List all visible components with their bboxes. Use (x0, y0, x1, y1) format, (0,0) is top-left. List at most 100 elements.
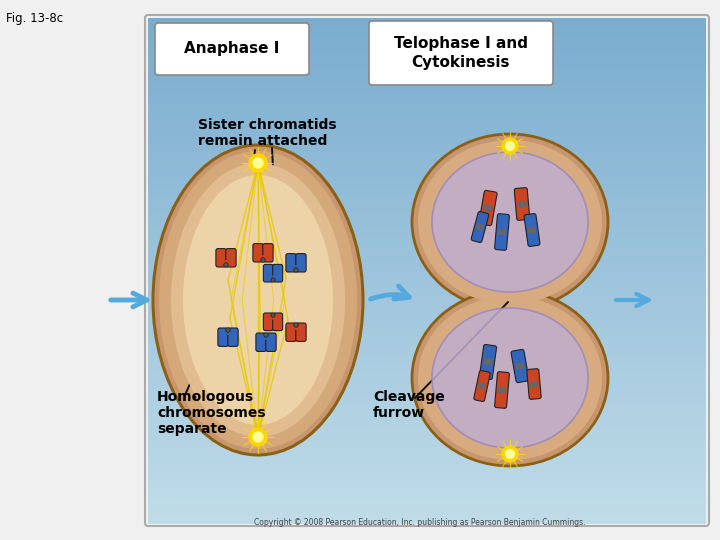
Circle shape (261, 258, 265, 262)
FancyBboxPatch shape (155, 23, 309, 75)
Bar (498, 228, 506, 235)
Bar (148, 321, 706, 330)
Bar (148, 372, 706, 381)
Ellipse shape (418, 140, 602, 304)
Circle shape (502, 446, 518, 462)
Bar (148, 355, 706, 364)
Circle shape (253, 158, 263, 168)
Bar (148, 212, 706, 221)
FancyBboxPatch shape (514, 188, 530, 220)
Bar (148, 228, 706, 238)
Text: Anaphase I: Anaphase I (184, 42, 279, 57)
FancyBboxPatch shape (218, 328, 228, 346)
Circle shape (505, 450, 514, 458)
FancyBboxPatch shape (479, 191, 497, 226)
Circle shape (253, 432, 263, 442)
Bar (148, 203, 706, 213)
Bar (148, 506, 706, 516)
Bar (478, 382, 486, 390)
Bar (148, 363, 706, 373)
Ellipse shape (412, 134, 608, 310)
FancyBboxPatch shape (226, 248, 236, 267)
Bar (148, 153, 706, 162)
Bar (148, 287, 706, 297)
Bar (148, 60, 706, 70)
Bar (148, 262, 706, 272)
Bar (148, 119, 706, 129)
Circle shape (226, 328, 230, 332)
FancyBboxPatch shape (273, 265, 283, 282)
Bar (148, 296, 706, 305)
Circle shape (271, 313, 275, 317)
Bar (148, 85, 706, 94)
Bar (148, 35, 706, 44)
Text: Cleavage
furrow: Cleavage furrow (373, 390, 445, 420)
FancyBboxPatch shape (296, 323, 306, 341)
FancyBboxPatch shape (524, 213, 540, 246)
Ellipse shape (432, 308, 588, 448)
Bar (483, 359, 493, 366)
FancyBboxPatch shape (264, 265, 274, 282)
Bar (483, 204, 493, 212)
FancyBboxPatch shape (264, 313, 274, 330)
Bar (148, 456, 706, 465)
Ellipse shape (153, 145, 363, 455)
Bar (528, 226, 536, 233)
Ellipse shape (418, 296, 602, 460)
FancyBboxPatch shape (480, 345, 497, 380)
FancyBboxPatch shape (511, 349, 529, 383)
Circle shape (271, 278, 275, 282)
FancyBboxPatch shape (296, 254, 306, 272)
Text: Sister chromatids
remain attached: Sister chromatids remain attached (198, 118, 337, 148)
Bar (148, 397, 706, 406)
Bar (515, 362, 525, 370)
FancyBboxPatch shape (286, 254, 296, 272)
Bar (148, 447, 706, 457)
Bar (530, 381, 539, 387)
Bar (148, 186, 706, 195)
Circle shape (249, 154, 267, 172)
Bar (148, 254, 706, 263)
FancyBboxPatch shape (495, 372, 509, 408)
FancyBboxPatch shape (273, 313, 283, 330)
Text: Fig. 13-8c: Fig. 13-8c (6, 12, 63, 25)
Bar (148, 43, 706, 53)
Bar (148, 178, 706, 187)
Text: Telophase I and
Cytokinesis: Telophase I and Cytokinesis (394, 36, 528, 70)
Text: Copyright © 2008 Pearson Education, Inc. publishing as Pearson Benjamin Cummings: Copyright © 2008 Pearson Education, Inc.… (254, 518, 586, 527)
Bar (148, 94, 706, 103)
Bar (148, 481, 706, 490)
Bar (148, 472, 706, 482)
FancyBboxPatch shape (216, 248, 226, 267)
Bar (148, 52, 706, 61)
FancyBboxPatch shape (253, 244, 264, 262)
Circle shape (224, 263, 228, 267)
Bar (148, 111, 706, 120)
Bar (148, 515, 706, 524)
Bar (148, 69, 706, 78)
Bar (148, 329, 706, 339)
Circle shape (249, 428, 267, 446)
Bar (476, 223, 484, 231)
Bar (148, 26, 706, 36)
Bar (148, 439, 706, 448)
FancyBboxPatch shape (266, 333, 276, 352)
Ellipse shape (432, 152, 588, 292)
FancyBboxPatch shape (474, 370, 490, 401)
FancyBboxPatch shape (286, 323, 296, 341)
Bar (148, 464, 706, 474)
Circle shape (264, 333, 269, 338)
Bar (148, 414, 706, 423)
Bar (148, 498, 706, 507)
Bar (148, 161, 706, 171)
FancyBboxPatch shape (263, 244, 273, 262)
Bar (148, 338, 706, 347)
Bar (148, 245, 706, 255)
Ellipse shape (183, 175, 333, 425)
Bar (148, 388, 706, 398)
Bar (148, 271, 706, 280)
Ellipse shape (412, 290, 608, 466)
FancyBboxPatch shape (369, 21, 553, 85)
Bar (148, 380, 706, 389)
Bar (148, 77, 706, 86)
